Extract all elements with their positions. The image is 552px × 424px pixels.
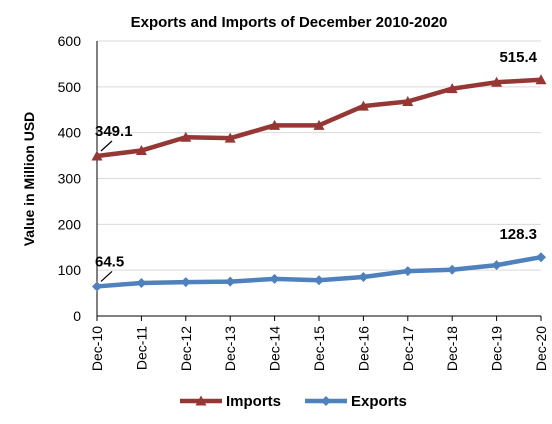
data-point — [269, 273, 280, 284]
data-label-leader — [100, 270, 113, 282]
data-point — [536, 252, 546, 263]
x-tick-label: Dec-13 — [222, 326, 238, 371]
x-tick-label: Dec-19 — [489, 326, 505, 371]
data-point — [402, 96, 414, 106]
legend-marker — [321, 396, 331, 406]
x-tick-label: Dec-15 — [311, 326, 327, 371]
series-exports — [92, 252, 546, 292]
y-tick-label: 600 — [58, 33, 82, 49]
y-tick-label: 500 — [58, 79, 82, 95]
data-point — [269, 119, 281, 130]
legend-label: Exports — [351, 393, 407, 410]
legend-label: Imports — [226, 393, 281, 410]
data-point — [357, 100, 369, 111]
x-tick-label: Dec-20 — [533, 326, 549, 371]
data-point — [91, 150, 103, 161]
data-label-leader — [100, 140, 113, 152]
data-point — [314, 275, 324, 286]
data-point — [535, 74, 547, 85]
data-point — [358, 272, 369, 283]
y-tick-labels: 0 100 200 300 400 500 600 — [58, 33, 82, 324]
data-point — [136, 278, 147, 288]
gridlines — [97, 40, 541, 271]
data-label: 128.3 — [499, 226, 537, 243]
y-tick-label: 400 — [58, 125, 82, 141]
y-tick-label: 200 — [58, 216, 82, 232]
legend-marker — [195, 395, 207, 406]
x-tick-label: Dec-12 — [178, 326, 194, 371]
data-point — [180, 131, 192, 142]
x-tick-label: Dec-10 — [89, 326, 105, 371]
data-label: 515.4 — [499, 49, 537, 66]
data-point — [180, 277, 191, 288]
data-point — [447, 264, 458, 275]
data-point — [446, 83, 458, 94]
data-point — [313, 119, 325, 130]
x-tick-label: Dec-16 — [355, 326, 371, 371]
x-tick-label: Dec-11 — [133, 326, 149, 370]
data-point — [491, 76, 503, 87]
y-tick-label: 0 — [73, 308, 81, 324]
data-point — [402, 266, 413, 277]
series-line — [94, 77, 544, 159]
x-tick-label: Dec-17 — [400, 326, 416, 371]
data-labels: 349.1 515.4 64.5 128.3 — [95, 49, 538, 282]
series-lines — [91, 74, 547, 292]
chart-title: Exports and Imports of December 2010-202… — [131, 14, 448, 31]
x-tick-labels: Dec-10 Dec-11 Dec-12 Dec-13 Dec-14 Dec-15 Dec-… — [89, 326, 549, 371]
data-point — [224, 132, 236, 143]
data-point — [491, 260, 502, 271]
y-tick-label: 100 — [58, 262, 82, 278]
axes — [96, 41, 542, 321]
data-point — [135, 145, 147, 156]
legend: Imports Exports — [180, 393, 407, 410]
x-tick-label: Dec-18 — [444, 326, 460, 371]
data-label: 349.1 — [95, 123, 133, 140]
y-tick-label: 300 — [58, 171, 82, 187]
legend-item-exports: Exports — [305, 393, 407, 410]
data-point — [92, 281, 102, 292]
x-tick-label: Dec-14 — [267, 326, 283, 371]
series-imports — [91, 74, 547, 161]
data-point — [225, 276, 236, 287]
y-axis-label: Value in Million USD — [21, 112, 37, 247]
legend-item-imports: Imports — [180, 393, 281, 410]
data-label: 64.5 — [95, 253, 124, 270]
